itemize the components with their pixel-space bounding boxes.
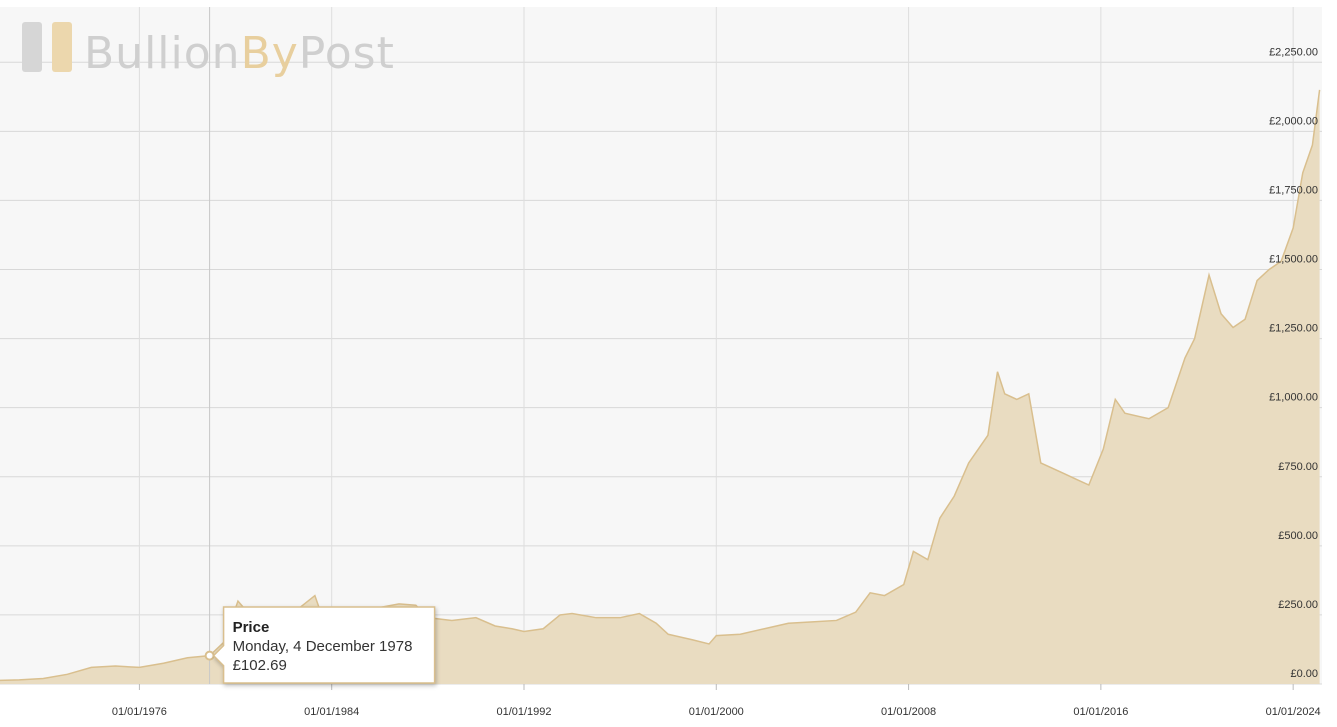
x-tick-label: 01/01/1992 (496, 706, 551, 718)
logo-text: BullionByPost (84, 28, 395, 79)
tooltip-title: Price (233, 619, 270, 636)
y-tick-label: £500.00 (1278, 530, 1318, 542)
logo-part: Post (299, 28, 395, 79)
x-tick-label: 01/01/1984 (304, 706, 359, 718)
logo-bar (52, 22, 72, 72)
tooltip-date: Monday, 4 December 1978 (233, 638, 413, 655)
logo-part: Bullion (84, 28, 241, 79)
x-tick-label: 01/01/1976 (112, 706, 167, 718)
y-tick-label: £1,250.00 (1269, 323, 1318, 335)
area (0, 89, 1320, 684)
logo: BullionByPost (22, 22, 395, 79)
x-tick-label: 01/01/2024 (1266, 706, 1321, 718)
y-tick-label: £1,500.00 (1269, 254, 1318, 266)
tooltip-value: £102.69 (233, 657, 287, 674)
y-tick-label: £750.00 (1278, 461, 1318, 473)
y-tick-label: £0.00 (1290, 668, 1318, 680)
logo-part: By (241, 28, 299, 79)
x-tick-label: 01/01/2016 (1073, 706, 1128, 718)
logo-bar (22, 22, 42, 72)
y-tick-label: £2,000.00 (1269, 115, 1318, 127)
y-tick-label: £1,750.00 (1269, 184, 1318, 196)
y-tick-label: £2,250.00 (1269, 46, 1318, 58)
x-tick-label: 01/01/2008 (881, 706, 936, 718)
tooltip-box (212, 606, 436, 684)
hover-point (204, 650, 215, 661)
x-tick-label: 01/01/2000 (689, 706, 744, 718)
y-tick-label: £250.00 (1278, 599, 1318, 611)
y-tick-label: £1,000.00 (1269, 392, 1318, 404)
